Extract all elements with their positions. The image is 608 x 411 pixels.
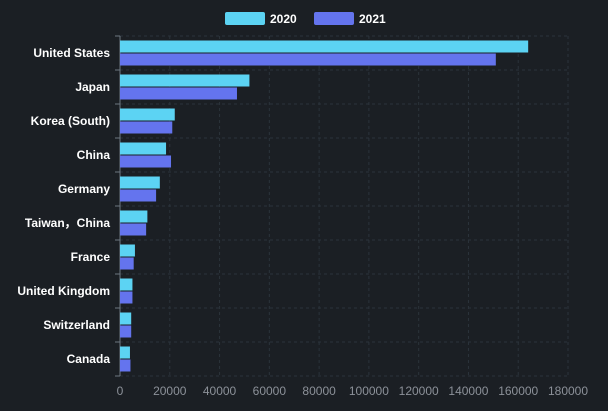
category-label: United Kingdom <box>17 284 110 298</box>
bar-2020 <box>120 312 132 325</box>
x-tick-label: 0 <box>117 384 124 398</box>
bar-2021 <box>120 87 237 100</box>
bar-2021 <box>120 155 172 168</box>
bar-2021 <box>120 189 157 202</box>
category-label: China <box>77 148 111 162</box>
bar-2020 <box>120 142 167 155</box>
bar-2020 <box>120 210 148 223</box>
bar-2021 <box>120 359 131 372</box>
legend-swatch[interactable] <box>225 12 265 25</box>
x-tick-label: 80000 <box>302 384 336 398</box>
legend[interactable]: 2020 2021 <box>225 12 386 26</box>
x-tick-label: 40000 <box>203 384 237 398</box>
bar-2020 <box>120 346 130 359</box>
x-tick-label: 140000 <box>448 384 488 398</box>
x-tick-label: 120000 <box>399 384 439 398</box>
category-label: Germany <box>58 182 110 196</box>
category-label: United States <box>33 46 110 60</box>
x-tick-label: 60000 <box>253 384 287 398</box>
bar-2020 <box>120 108 175 121</box>
bars <box>120 40 529 372</box>
x-tick-label: 160000 <box>498 384 538 398</box>
bar-2021 <box>120 53 496 66</box>
category-labels: United States Japan Korea (South) China Germ… <box>17 46 110 366</box>
bar-2021 <box>120 257 134 270</box>
x-axis-ticks: 0 20000 40000 60000 80000 100000 120000 140000 1… <box>117 384 589 398</box>
legend-swatch[interactable] <box>314 12 354 25</box>
category-label: Korea (South) <box>31 114 110 128</box>
category-label: Taiwan，China <box>25 216 110 230</box>
legend-label[interactable]: 2020 <box>270 12 297 26</box>
bar-2020 <box>120 40 529 53</box>
category-label: Japan <box>75 80 110 94</box>
bar-2021 <box>120 223 147 236</box>
x-tick-label: 180000 <box>548 384 588 398</box>
bar-2020 <box>120 74 250 87</box>
bar-2021 <box>120 325 132 338</box>
grid <box>120 35 569 377</box>
legend-label[interactable]: 2021 <box>359 12 386 26</box>
category-label: Canada <box>67 352 111 366</box>
category-label: Switzerland <box>43 318 110 332</box>
x-tick-label: 100000 <box>349 384 389 398</box>
bar-2021 <box>120 121 173 134</box>
bar-2021 <box>120 291 133 304</box>
bar-2020 <box>120 176 160 189</box>
legend-item-2021[interactable]: 2021 <box>314 12 386 26</box>
category-label: France <box>71 250 111 264</box>
bar-2020 <box>120 278 133 291</box>
legend-item-2020[interactable]: 2020 <box>225 12 297 26</box>
x-tick-label: 20000 <box>153 384 187 398</box>
bar-2020 <box>120 244 135 257</box>
